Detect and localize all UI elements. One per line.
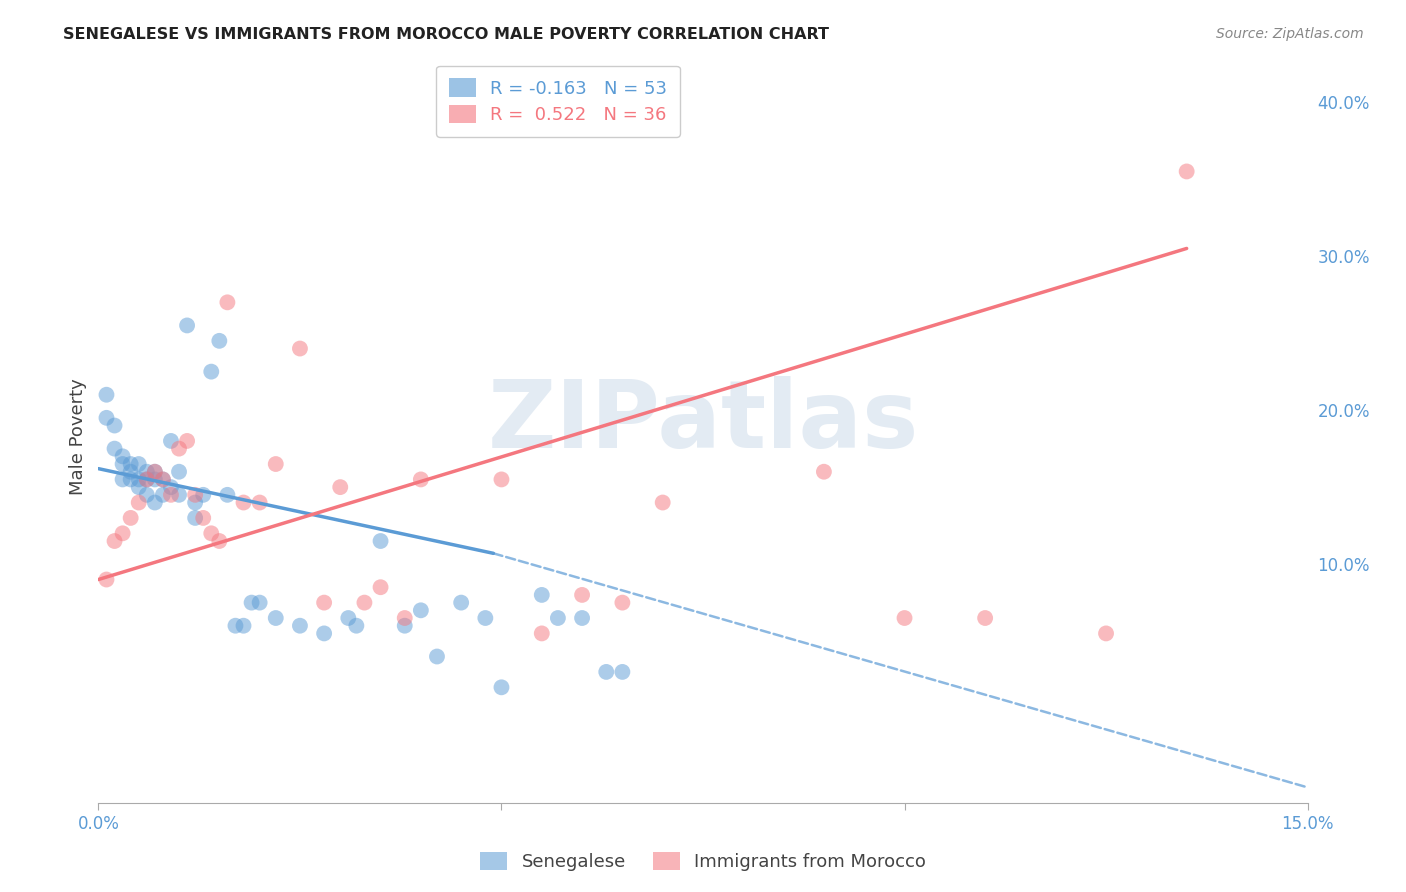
- Point: [184, 495, 207, 509]
- Point: [530, 626, 553, 640]
- Point: [974, 611, 997, 625]
- Point: [96, 573, 118, 587]
- Point: [143, 465, 166, 479]
- Point: [217, 295, 239, 310]
- Point: [176, 318, 198, 333]
- Point: [143, 465, 166, 479]
- Point: [176, 434, 198, 448]
- Point: [426, 649, 449, 664]
- Point: [813, 465, 835, 479]
- Point: [409, 472, 432, 486]
- Point: [120, 511, 142, 525]
- Point: [394, 611, 416, 625]
- Point: [288, 618, 311, 632]
- Point: [344, 618, 367, 632]
- Point: [208, 534, 231, 549]
- Point: [120, 465, 142, 479]
- Point: [893, 611, 915, 625]
- Point: [474, 611, 496, 625]
- Point: [491, 681, 513, 695]
- Point: [128, 472, 150, 486]
- Point: [264, 457, 287, 471]
- Point: [571, 611, 593, 625]
- Point: [1175, 164, 1198, 178]
- Point: [314, 626, 336, 640]
- Point: [353, 596, 375, 610]
- Point: [240, 596, 263, 610]
- Point: [143, 472, 166, 486]
- Point: [232, 618, 254, 632]
- Y-axis label: Male Poverty: Male Poverty: [69, 379, 87, 495]
- Point: [595, 665, 617, 679]
- Point: [135, 472, 157, 486]
- Point: [128, 457, 150, 471]
- Point: [167, 465, 190, 479]
- Point: [394, 618, 416, 632]
- Text: Source: ZipAtlas.com: Source: ZipAtlas.com: [1216, 27, 1364, 41]
- Legend: R = -0.163   N = 53, R =  0.522   N = 36: R = -0.163 N = 53, R = 0.522 N = 36: [436, 66, 681, 137]
- Point: [96, 388, 118, 402]
- Point: [135, 465, 157, 479]
- Text: ZIPatlas: ZIPatlas: [488, 376, 918, 468]
- Point: [135, 472, 157, 486]
- Point: [160, 488, 183, 502]
- Point: [264, 611, 287, 625]
- Point: [184, 511, 207, 525]
- Point: [314, 596, 336, 610]
- Point: [409, 603, 432, 617]
- Point: [111, 472, 134, 486]
- Point: [111, 450, 134, 464]
- Point: [152, 488, 174, 502]
- Point: [329, 480, 352, 494]
- Point: [167, 488, 190, 502]
- Point: [96, 410, 118, 425]
- Point: [249, 596, 271, 610]
- Point: [167, 442, 190, 456]
- Point: [571, 588, 593, 602]
- Point: [232, 495, 254, 509]
- Point: [547, 611, 569, 625]
- Point: [450, 596, 472, 610]
- Point: [1095, 626, 1118, 640]
- Point: [200, 526, 222, 541]
- Point: [160, 434, 183, 448]
- Point: [103, 442, 125, 456]
- Point: [120, 457, 142, 471]
- Point: [530, 588, 553, 602]
- Point: [184, 488, 207, 502]
- Point: [103, 418, 125, 433]
- Point: [200, 365, 222, 379]
- Point: [288, 342, 311, 356]
- Legend: Senegalese, Immigrants from Morocco: Senegalese, Immigrants from Morocco: [472, 845, 934, 879]
- Point: [208, 334, 231, 348]
- Point: [120, 472, 142, 486]
- Point: [193, 511, 215, 525]
- Point: [217, 488, 239, 502]
- Point: [111, 457, 134, 471]
- Point: [612, 596, 634, 610]
- Point: [143, 495, 166, 509]
- Point: [370, 580, 392, 594]
- Point: [249, 495, 271, 509]
- Point: [103, 534, 125, 549]
- Point: [152, 472, 174, 486]
- Point: [128, 495, 150, 509]
- Point: [337, 611, 360, 625]
- Point: [224, 618, 246, 632]
- Point: [370, 534, 392, 549]
- Point: [491, 472, 513, 486]
- Point: [160, 480, 183, 494]
- Point: [193, 488, 215, 502]
- Text: SENEGALESE VS IMMIGRANTS FROM MOROCCO MALE POVERTY CORRELATION CHART: SENEGALESE VS IMMIGRANTS FROM MOROCCO MA…: [63, 27, 830, 42]
- Point: [128, 480, 150, 494]
- Point: [651, 495, 673, 509]
- Point: [135, 488, 157, 502]
- Point: [152, 472, 174, 486]
- Point: [612, 665, 634, 679]
- Point: [111, 526, 134, 541]
